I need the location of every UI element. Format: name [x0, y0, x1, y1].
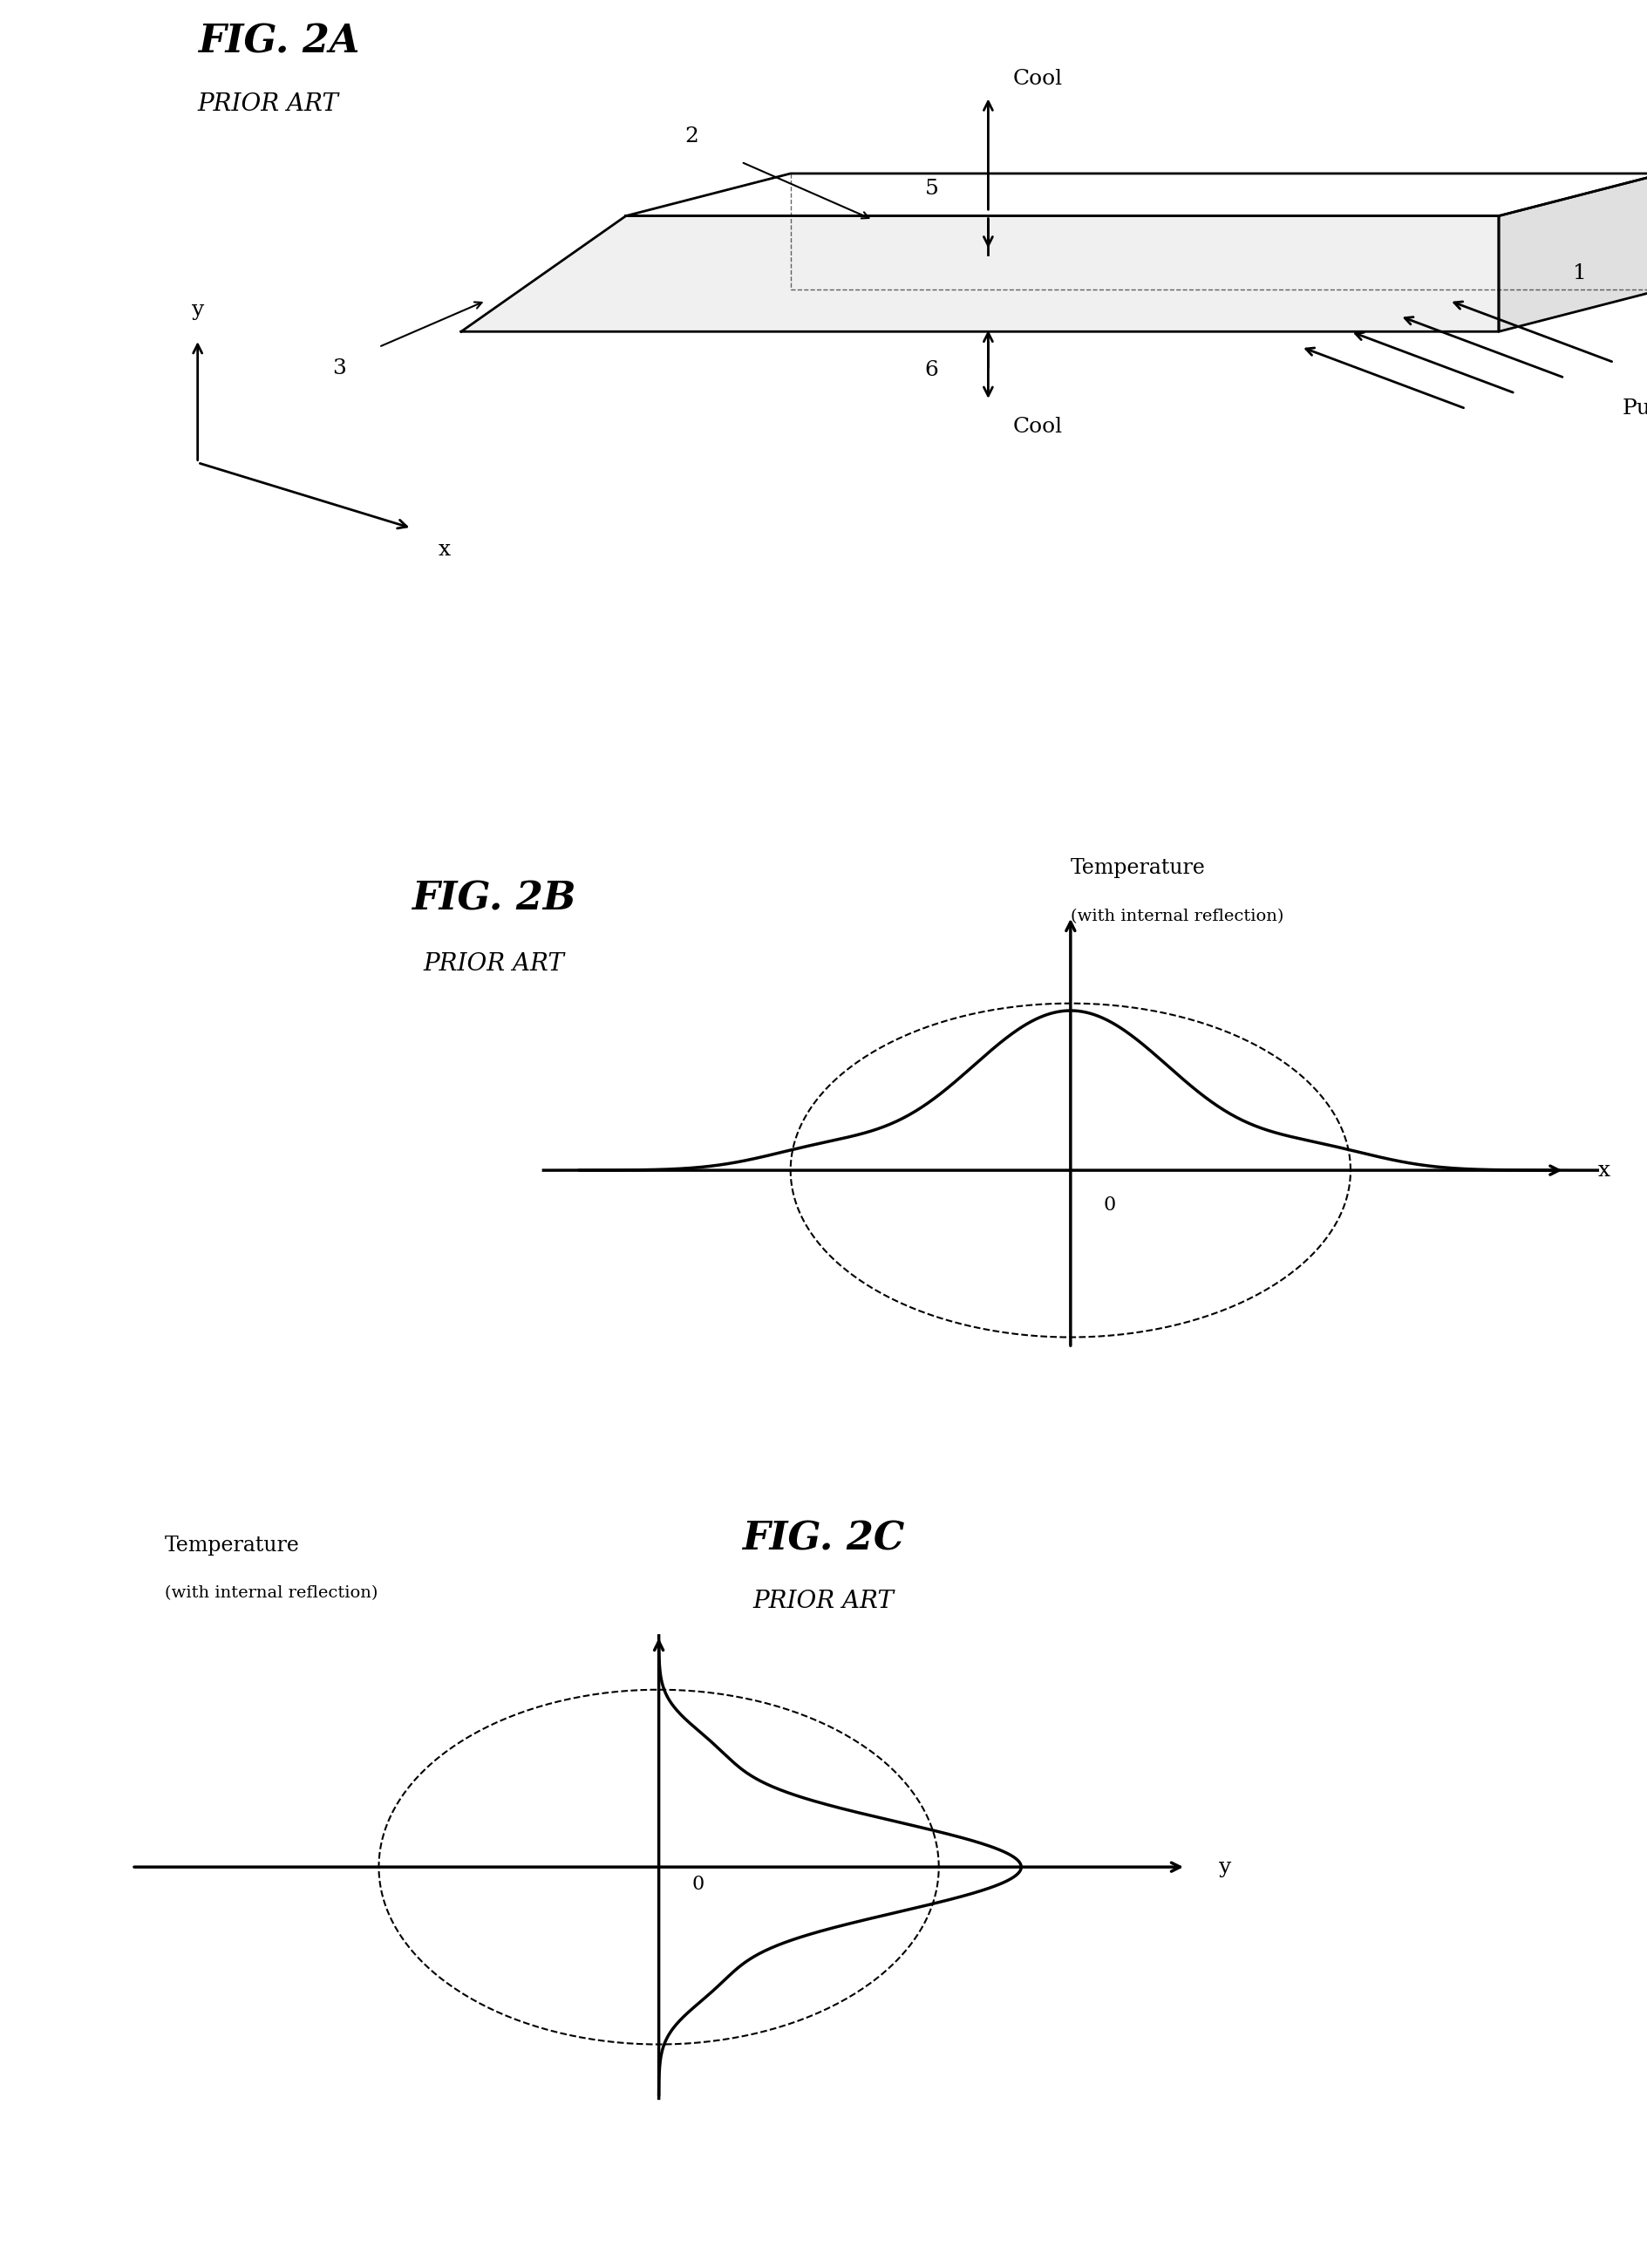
- Text: Temperature: Temperature: [1071, 857, 1206, 878]
- Text: 2: 2: [685, 127, 698, 147]
- Text: x: x: [1598, 1161, 1609, 1179]
- Text: y: y: [1219, 1857, 1232, 1878]
- Text: (with internal reflection): (with internal reflection): [165, 1585, 377, 1601]
- Text: PRIOR ART: PRIOR ART: [198, 93, 339, 116]
- Text: 6: 6: [926, 361, 939, 381]
- Polygon shape: [1499, 172, 1647, 331]
- Text: Temperature: Temperature: [165, 1535, 300, 1556]
- Text: x: x: [438, 540, 451, 560]
- Polygon shape: [461, 215, 1499, 331]
- Text: PRIOR ART: PRIOR ART: [753, 1590, 894, 1613]
- Text: PRIOR ART: PRIOR ART: [423, 953, 565, 975]
- Text: Cool: Cool: [1013, 417, 1062, 435]
- Text: FIG. 2B: FIG. 2B: [412, 880, 576, 919]
- Text: Cool: Cool: [1013, 68, 1062, 88]
- Polygon shape: [626, 172, 1647, 215]
- Text: 5: 5: [926, 179, 939, 200]
- Text: (with internal reflection): (with internal reflection): [1071, 909, 1283, 925]
- Text: FIG. 2A: FIG. 2A: [198, 23, 359, 61]
- Text: 1: 1: [1573, 263, 1586, 284]
- Text: y: y: [191, 299, 204, 320]
- Text: 0: 0: [1103, 1195, 1117, 1216]
- Text: Pump: Pump: [1622, 399, 1647, 420]
- Text: FIG. 2C: FIG. 2C: [743, 1520, 904, 1558]
- Text: 0: 0: [692, 1876, 705, 1894]
- Text: 3: 3: [333, 358, 346, 379]
